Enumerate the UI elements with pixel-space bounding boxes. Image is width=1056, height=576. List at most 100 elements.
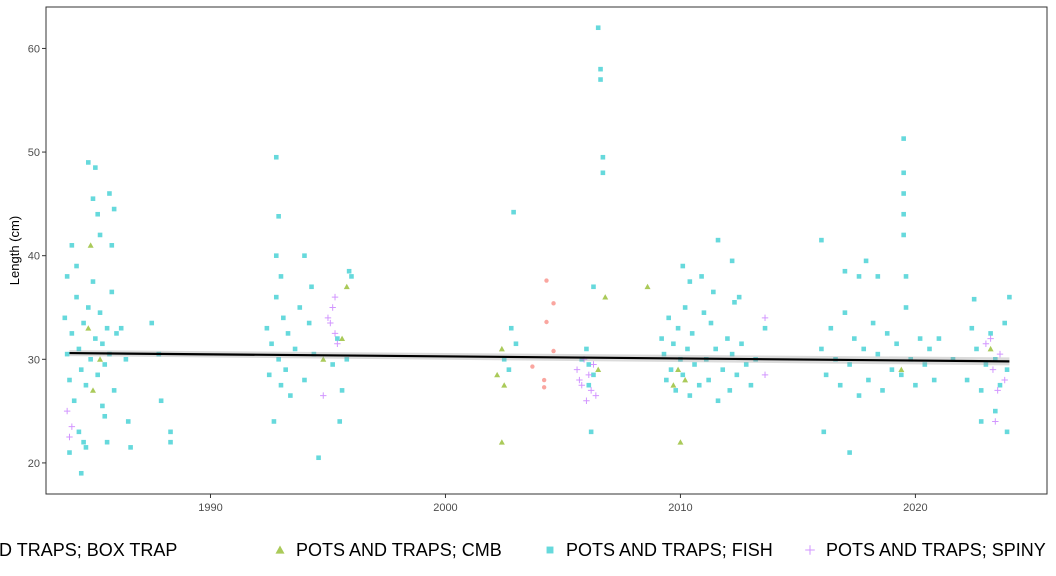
data-point [706, 377, 711, 383]
data-point [511, 209, 516, 215]
data-point [680, 263, 686, 269]
data-point [988, 331, 993, 336]
legend-item: POTS AND TRAPS; CMB [270, 540, 502, 560]
data-point [302, 377, 307, 383]
data-point [81, 439, 86, 445]
data-point [847, 362, 852, 367]
legend-item: POTS AND TRAPS; FISH [540, 540, 773, 560]
data-point [111, 388, 117, 393]
data-point [720, 367, 726, 372]
data-point [591, 284, 596, 290]
data-point [729, 351, 735, 357]
data-point [866, 377, 871, 383]
data-point [90, 279, 96, 284]
data-point [104, 439, 110, 445]
data-point [292, 346, 298, 352]
data-point [114, 331, 119, 336]
data-point [974, 346, 979, 352]
data-point [917, 336, 923, 341]
data-point [856, 393, 862, 398]
y-tick-label: 40 [28, 251, 40, 263]
data-point [585, 371, 592, 379]
data-point [875, 274, 881, 279]
data-point [327, 319, 334, 327]
x-tick-label: 1990 [198, 502, 222, 514]
data-point [501, 382, 508, 388]
data-point [168, 429, 173, 435]
data-point [93, 165, 98, 170]
series-plus [63, 293, 1008, 441]
data-point [339, 388, 345, 393]
data-point [67, 450, 72, 455]
data-point [125, 419, 131, 424]
data-point [544, 278, 549, 283]
data-point [823, 372, 829, 378]
data-point [109, 243, 115, 248]
data-point [993, 356, 998, 362]
data-point [715, 398, 721, 404]
data-point [842, 268, 848, 274]
plot-panel-border [45, 6, 1048, 495]
data-point [978, 388, 984, 393]
data-point [856, 274, 862, 279]
legend-item: POTS AND TRAPS; BOX TRAP [0, 540, 177, 560]
data-point [727, 388, 733, 393]
data-point [551, 301, 556, 306]
data-point [334, 340, 341, 347]
series-circle [530, 278, 556, 390]
data-point [901, 211, 906, 217]
data-point [89, 387, 96, 393]
legend-item: POTS AND TRAPS; SPINY [800, 540, 1046, 560]
legend-symbol [546, 546, 554, 554]
data-point [587, 387, 595, 394]
data-point [993, 408, 998, 414]
data-point [109, 289, 115, 295]
data-point [899, 372, 904, 378]
data-point [903, 305, 909, 310]
data-point [671, 341, 676, 347]
trend-line [69, 351, 1010, 363]
data-point [335, 336, 340, 341]
data-point [743, 362, 749, 367]
data-point [343, 283, 350, 290]
data-point [685, 346, 690, 352]
data-point [673, 388, 679, 393]
data-point [661, 351, 667, 357]
data-point [701, 310, 707, 315]
data-point [346, 268, 352, 274]
data-point [88, 356, 93, 362]
data-point [337, 419, 343, 424]
data-point [83, 445, 89, 450]
data-point [689, 331, 695, 336]
data-point [591, 372, 596, 378]
data-point [283, 367, 288, 372]
data-point [682, 377, 689, 383]
data-point [969, 325, 975, 331]
legend-label: POTS AND TRAPS; FISH [566, 540, 773, 560]
data-point [297, 305, 303, 310]
data-point [97, 356, 104, 362]
data-point [276, 356, 281, 362]
data-point [74, 294, 79, 300]
data-point [729, 258, 735, 264]
data-point [971, 296, 977, 302]
data-point [513, 341, 519, 347]
data-point [578, 382, 585, 389]
data-point [330, 362, 335, 367]
data-point [595, 25, 601, 31]
data-point [762, 325, 768, 331]
data-point [964, 377, 970, 383]
data-point [586, 362, 592, 367]
data-point [659, 336, 664, 341]
data-point [1004, 429, 1010, 435]
legend: POTS AND TRAPS; BOX TRAP POTS AND TRAPS; … [0, 540, 1046, 560]
data-point [761, 314, 769, 322]
data-point [677, 439, 684, 445]
data-point [713, 346, 718, 352]
data-point [102, 413, 108, 419]
data-point [870, 320, 876, 326]
data-point [590, 361, 597, 368]
data-point [1002, 320, 1008, 326]
data-point [670, 382, 677, 388]
data-point [997, 382, 1003, 388]
